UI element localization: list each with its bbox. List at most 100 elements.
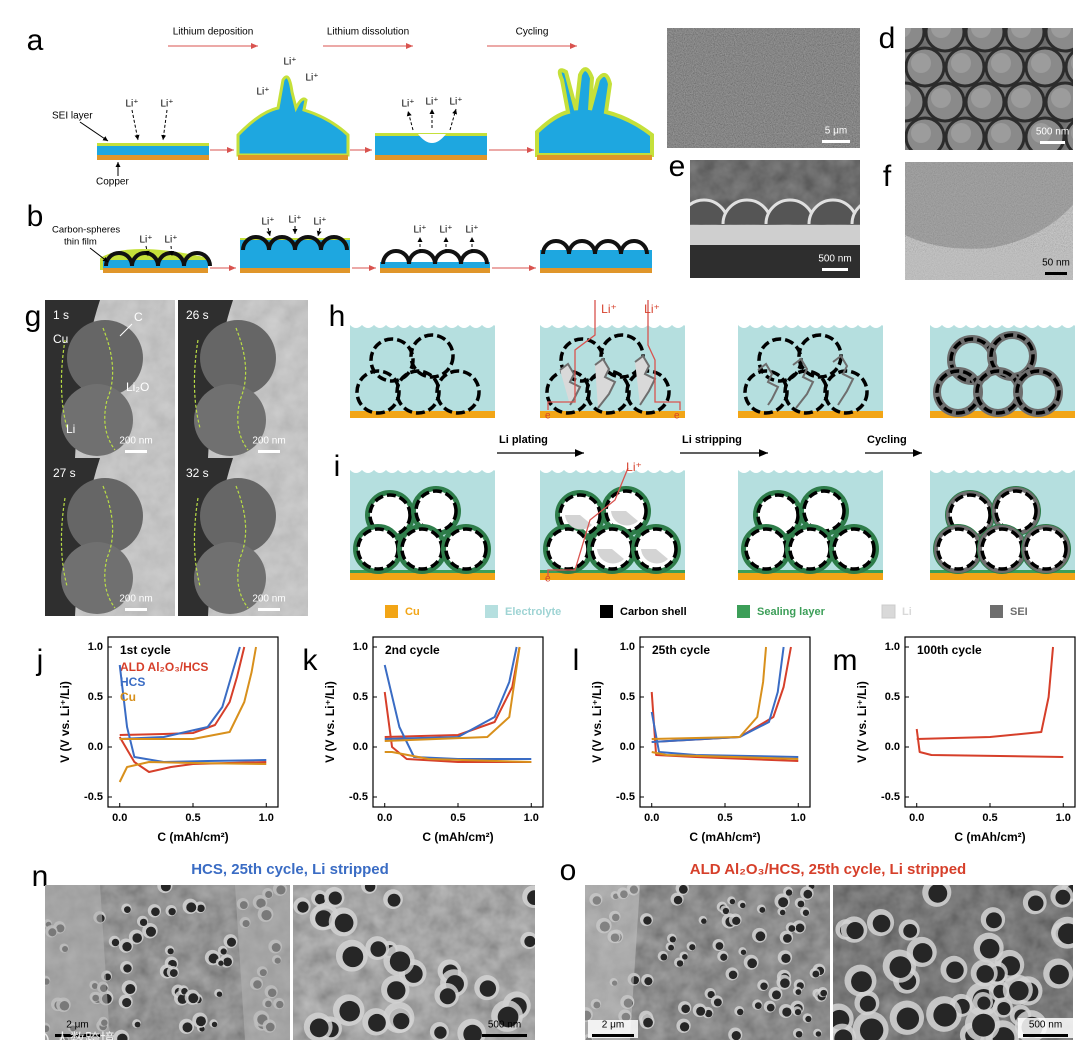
time-label: 32 s [186, 466, 209, 480]
sphere-highlight [1011, 88, 1031, 108]
pore [707, 990, 715, 999]
lithium [103, 260, 208, 268]
pore [167, 948, 174, 955]
schematic-cell [738, 319, 894, 418]
pore [766, 1003, 775, 1012]
carbon-shell [788, 527, 832, 571]
pore [760, 982, 768, 990]
pore [678, 885, 688, 894]
schematic-cell [738, 464, 894, 580]
carbon-shell [980, 527, 1024, 571]
sphere-highlight [951, 123, 971, 143]
pore [315, 910, 332, 927]
pore [946, 961, 964, 980]
sphere-highlight [971, 28, 991, 38]
ion-arrow [131, 109, 140, 141]
x-tick-label: 1.0 [791, 812, 806, 824]
pore [211, 1021, 218, 1028]
y-tick-label: -0.5 [84, 791, 103, 803]
scale-bar [125, 450, 147, 453]
pore [297, 901, 309, 913]
pit [418, 134, 446, 143]
legend-label: HCS [120, 675, 145, 689]
pore [859, 1018, 884, 1040]
boundary [193, 497, 201, 587]
li-deposit [597, 549, 624, 564]
pore [782, 1007, 792, 1017]
carbon-shell [435, 369, 481, 415]
pore [218, 960, 224, 966]
copper [97, 155, 209, 160]
legend-label: Cu [405, 606, 420, 618]
time-label: 26 s [186, 308, 209, 322]
y-tick-label: 0.0 [620, 741, 635, 753]
pore [479, 980, 497, 997]
tem-frame: 27 s 200 nm [45, 458, 175, 616]
pore [368, 1013, 386, 1032]
sem-image-e: 500 nm [690, 160, 860, 278]
pore [731, 1031, 741, 1040]
pore [682, 954, 688, 960]
li-deposit [641, 549, 668, 564]
boundary [102, 327, 116, 451]
step-label: Cycling [867, 434, 907, 446]
panel-letter: n [32, 860, 49, 893]
surface-wave [738, 464, 894, 473]
pore [669, 936, 676, 943]
copper [738, 573, 883, 580]
boundary [60, 497, 68, 587]
schematic-cell [350, 464, 506, 580]
pore [794, 1008, 802, 1016]
carbon-shell [409, 333, 455, 379]
pore [715, 942, 724, 950]
pore [737, 1008, 744, 1016]
y-tick-label: 1.0 [885, 641, 900, 653]
ion-arrow [169, 245, 174, 257]
li-deposit [565, 515, 592, 530]
electron-path [547, 467, 629, 576]
pointer [89, 247, 109, 263]
copper [540, 268, 652, 273]
sphere [61, 384, 133, 456]
series-line [118, 646, 267, 763]
sei [240, 238, 350, 241]
y-tick-label: 0.5 [353, 691, 368, 703]
pore [889, 956, 912, 978]
pore [134, 1021, 141, 1028]
ion-arrow [406, 110, 414, 131]
sei [97, 143, 209, 146]
ion-label: Li⁺ [261, 217, 274, 228]
series-line [915, 646, 1064, 758]
ion-label: Li⁺ [160, 99, 173, 110]
pore [527, 890, 535, 906]
ion-label: Li⁺ [401, 99, 414, 110]
legend-label: Sealing layer [757, 606, 826, 618]
ion-label: Li⁺ [313, 217, 326, 228]
sphere [905, 28, 926, 53]
pore [928, 885, 948, 903]
surface-wave [540, 464, 696, 473]
boundary [235, 327, 249, 451]
pore [729, 898, 736, 905]
ion-label: Li⁺ [256, 87, 269, 98]
pore [188, 993, 199, 1004]
pore [795, 923, 805, 933]
pore [795, 1030, 803, 1038]
electron-label: e [545, 574, 551, 585]
scale-bar [1023, 1034, 1068, 1037]
step-label: Li stripping [682, 434, 742, 446]
pore [803, 889, 813, 899]
pore [759, 907, 766, 913]
pore [778, 897, 789, 908]
ion-arrow [316, 227, 322, 237]
sphere-highlight [1051, 28, 1071, 38]
schematic-cell [350, 319, 506, 418]
pore [740, 902, 746, 909]
tem-image-f: 50 nm [905, 162, 1073, 280]
sphere-highlight [971, 88, 991, 108]
li-dendrite [594, 357, 617, 409]
sphere [200, 478, 276, 554]
panel-letter: i [334, 450, 341, 483]
carbon-shell [1024, 527, 1068, 571]
